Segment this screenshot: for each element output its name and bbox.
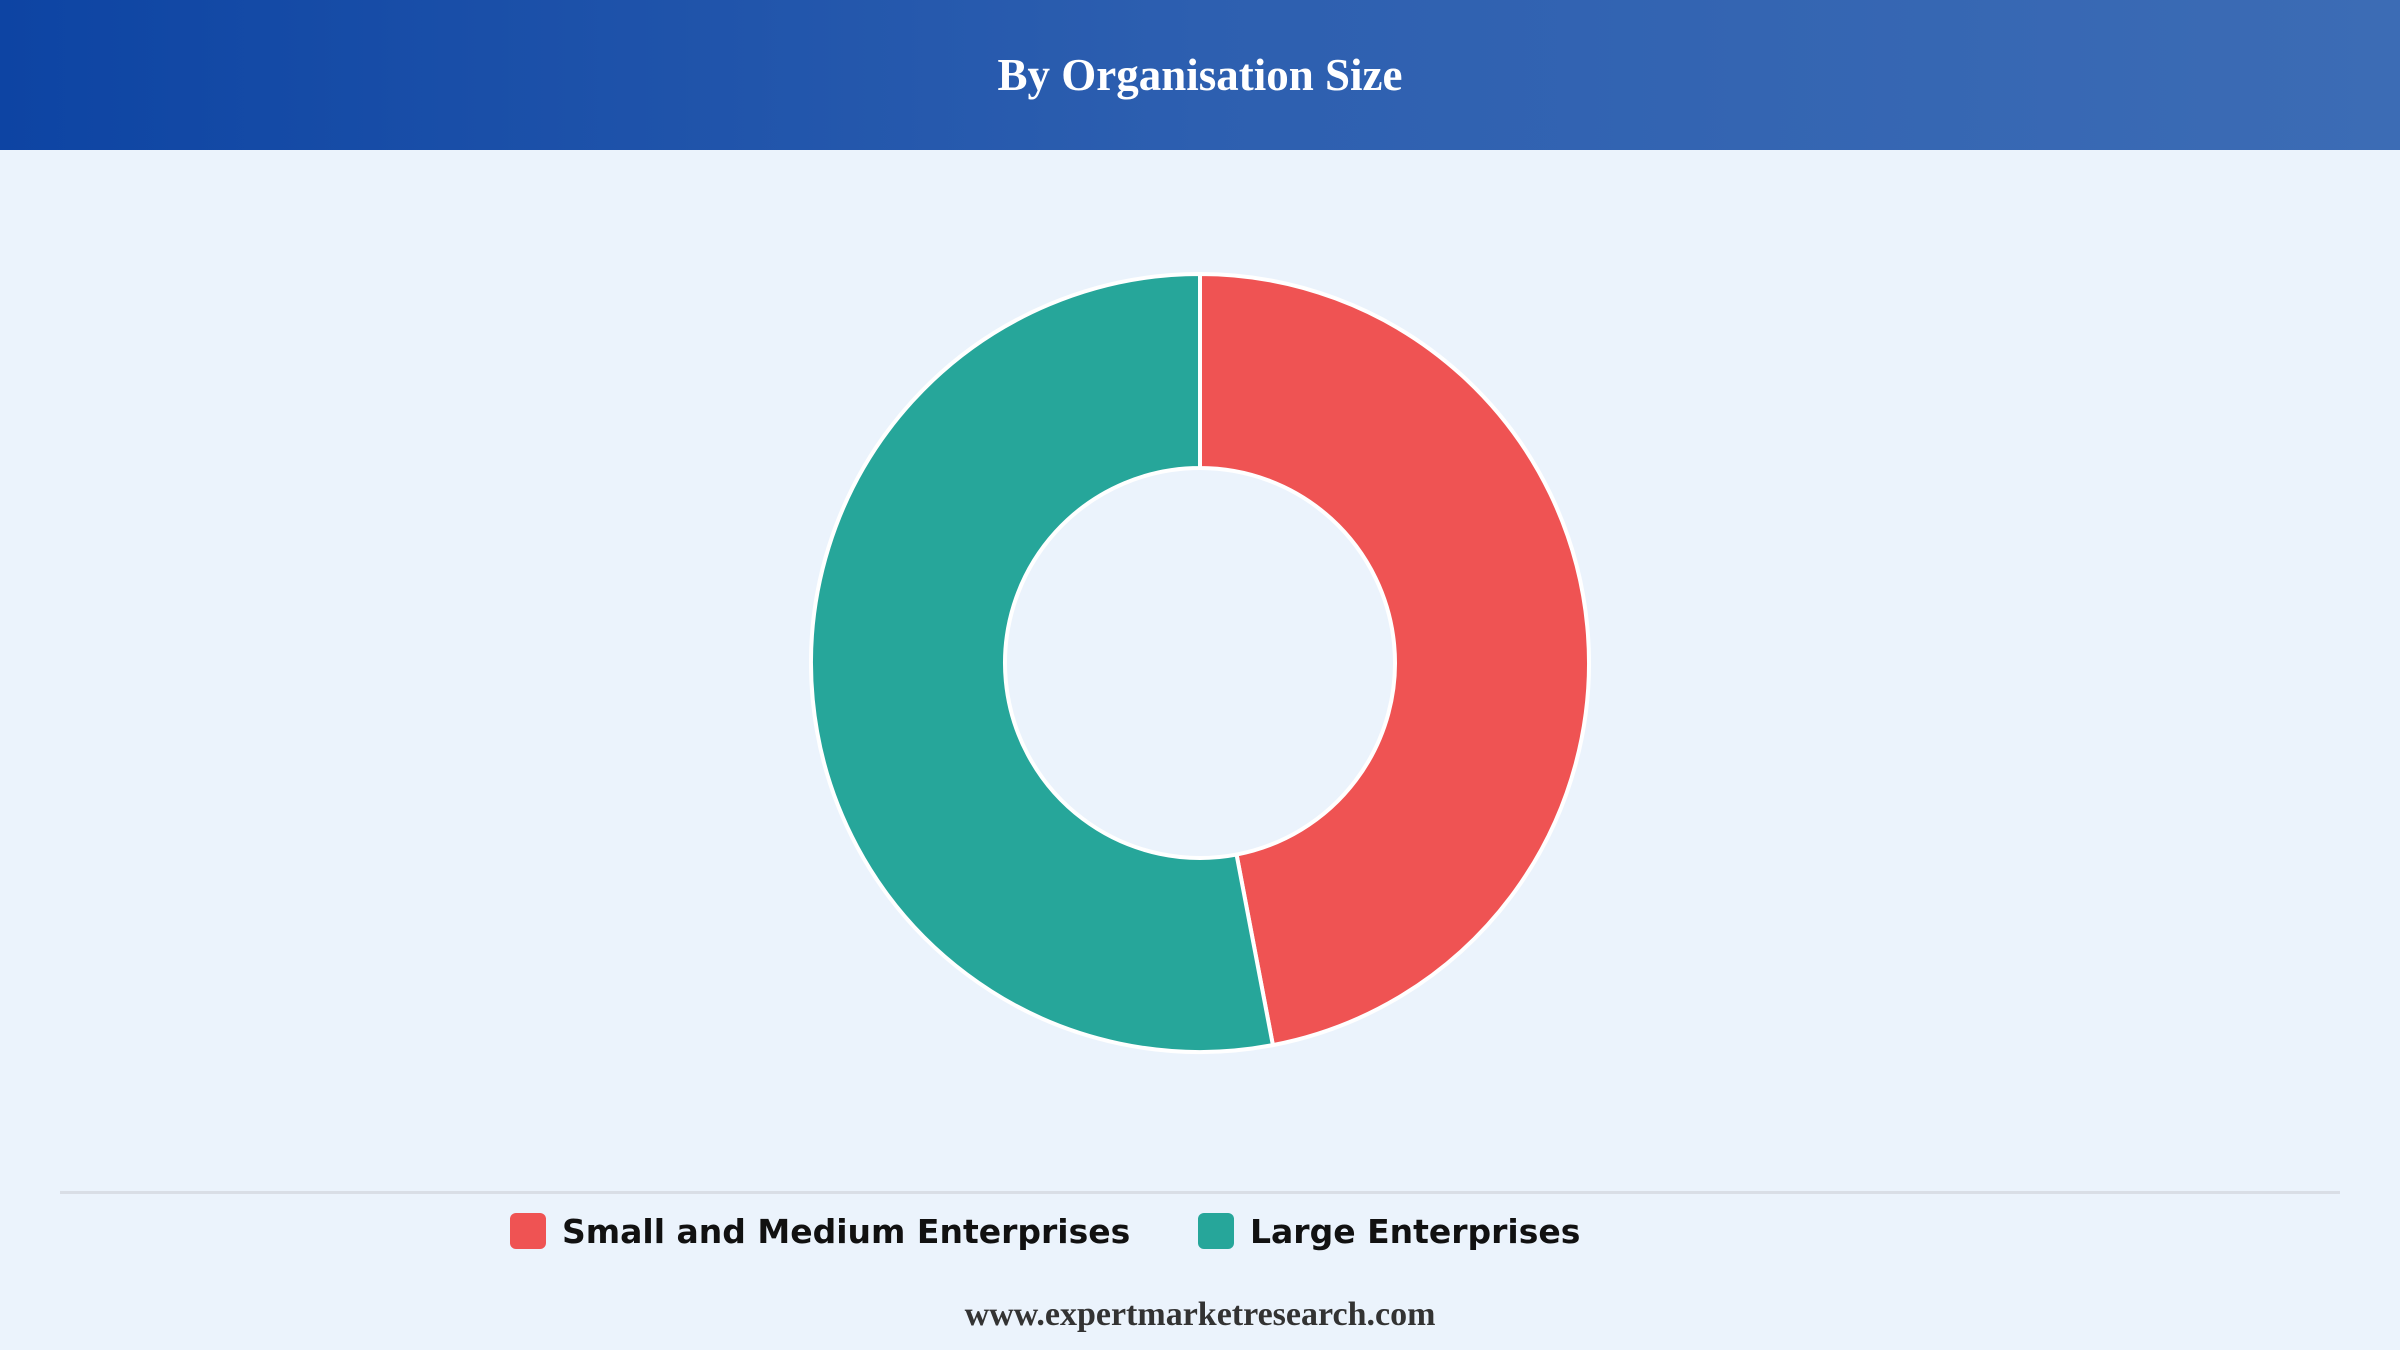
chart-area (0, 150, 2400, 1190)
donut-chart (809, 272, 1591, 1054)
legend-item-large[interactable]: Large Enterprises (1198, 1206, 1580, 1256)
donut-slice-large-enterprises[interactable] (809, 272, 1275, 1054)
legend-swatch-large (1198, 1213, 1234, 1249)
legend-label-large: Large Enterprises (1250, 1211, 1581, 1251)
header-banner: By Organisation Size (0, 0, 2400, 150)
donut-slice-small-and-medium-enterprises[interactable] (1198, 272, 1591, 1048)
legend-item-small-medium[interactable]: Small and Medium Enterprises (510, 1206, 1130, 1256)
legend-label-small-medium: Small and Medium Enterprises (562, 1211, 1131, 1251)
legend-divider (60, 1191, 2340, 1194)
legend-swatch-small-medium (510, 1213, 546, 1249)
chart-title: By Organisation Size (997, 50, 1403, 100)
footer-website: www.expertmarketresearch.com (964, 1296, 1436, 1333)
legend: Small and Medium Enterprises Large Enter… (0, 1206, 2400, 1256)
